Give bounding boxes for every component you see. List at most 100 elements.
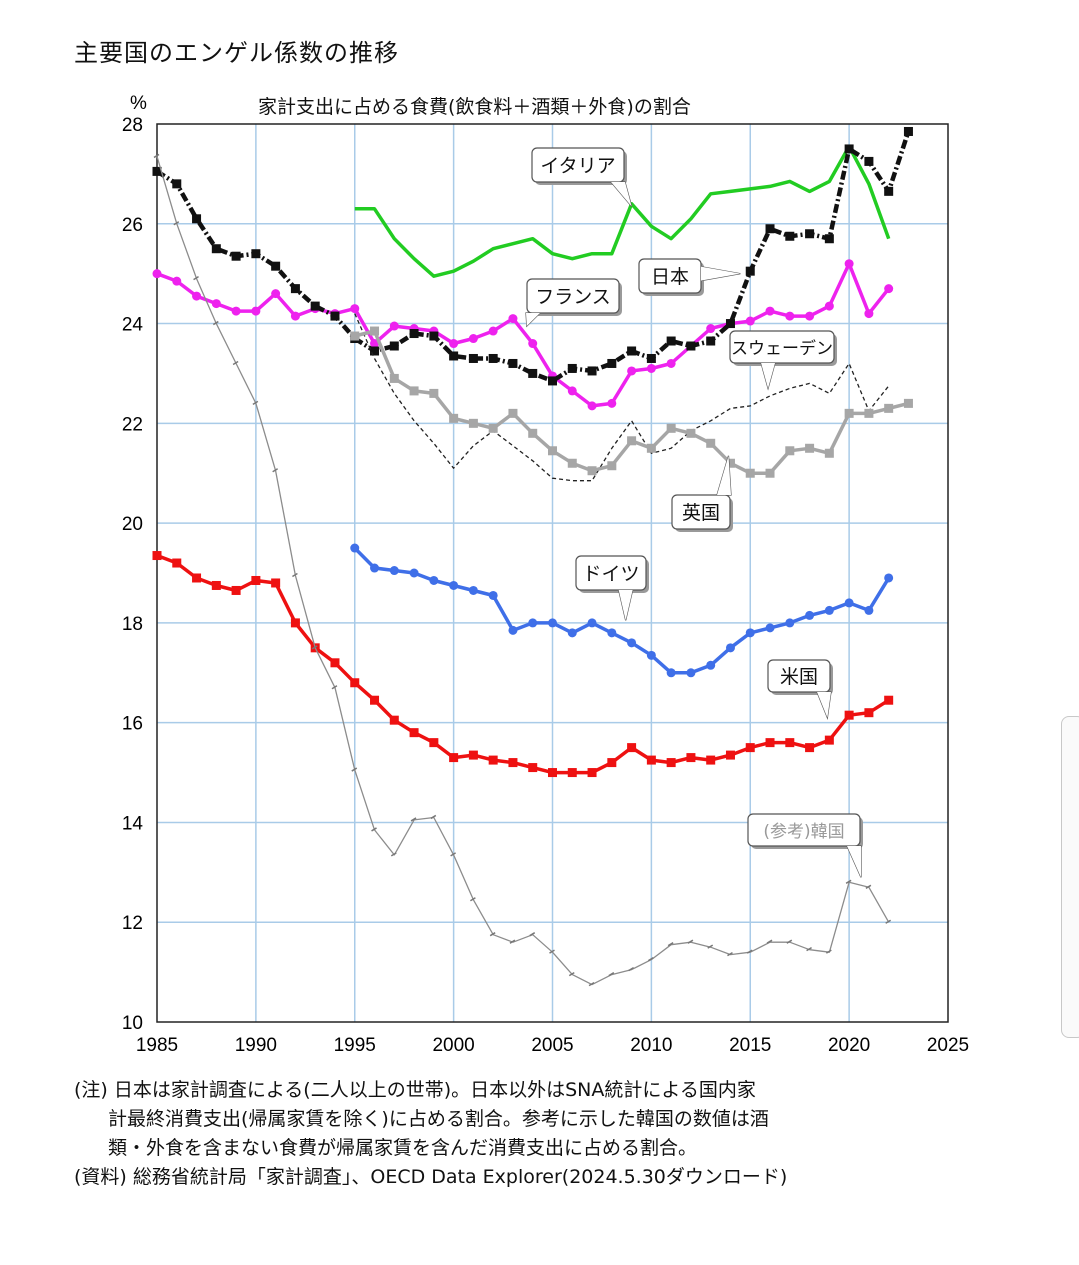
data-point	[686, 428, 696, 438]
data-point	[686, 753, 696, 763]
data-point	[330, 311, 340, 321]
data-point	[627, 366, 637, 376]
data-point	[824, 301, 834, 311]
callout-4: 英国	[671, 455, 733, 532]
data-point	[449, 351, 459, 361]
data-point	[647, 956, 654, 962]
data-point	[488, 590, 498, 600]
data-point	[173, 221, 180, 226]
callout-3: スウェーデン	[729, 330, 837, 391]
data-point	[666, 423, 676, 433]
x-tick-label: 2015	[729, 1035, 771, 1056]
engel-coefficient-chart: % 1985 1990 1995 2000 2005 2010 2015 2020 2025 10…	[122, 93, 969, 1056]
data-point	[251, 306, 261, 316]
data-point	[666, 358, 676, 368]
data-point	[745, 266, 755, 276]
scrollbar[interactable]	[1061, 716, 1079, 1038]
callout-box	[767, 659, 831, 693]
data-point	[449, 413, 459, 423]
data-point	[153, 153, 160, 159]
data-point	[607, 758, 617, 768]
data-point	[389, 715, 399, 725]
data-point	[409, 386, 419, 396]
data-point	[646, 353, 656, 363]
data-point	[884, 573, 894, 583]
data-point	[370, 563, 380, 573]
data-point	[468, 353, 478, 363]
data-point	[785, 311, 795, 321]
data-point	[587, 618, 597, 628]
data-point	[607, 461, 617, 471]
data-point	[706, 660, 716, 670]
data-point	[766, 939, 773, 944]
data-point	[785, 446, 795, 456]
data-point	[824, 605, 834, 615]
data-point	[765, 623, 775, 633]
data-point	[627, 743, 637, 753]
data-point	[844, 144, 854, 154]
data-point	[429, 738, 439, 748]
data-point	[627, 436, 637, 446]
data-point	[193, 276, 199, 281]
data-point	[824, 735, 834, 745]
data-point	[409, 728, 419, 738]
data-point	[765, 224, 775, 234]
footnote-line-2: 計最終消費支出(帰属家賃を除く)に占める割合。参考に示した韓国の数値は酒	[108, 1108, 769, 1130]
x-tick-label: 2020	[828, 1035, 870, 1056]
data-point	[231, 251, 241, 261]
data-point	[172, 179, 182, 189]
data-point	[864, 605, 874, 615]
data-point	[746, 949, 753, 954]
data-point	[468, 585, 478, 595]
data-point	[470, 897, 476, 902]
callout-box	[729, 330, 835, 364]
callout-box	[747, 813, 861, 847]
data-point	[488, 326, 498, 336]
data-point	[211, 580, 221, 590]
x-tick-label: 2025	[927, 1035, 969, 1056]
data-point	[646, 363, 656, 373]
data-point	[786, 939, 793, 944]
data-point	[608, 971, 615, 977]
series-1	[152, 259, 894, 411]
series-label: イタリア	[540, 155, 615, 177]
y-tick-label: 14	[122, 813, 144, 834]
y-tick-label: 22	[122, 414, 143, 435]
data-point	[271, 289, 281, 299]
data-point	[528, 339, 538, 349]
data-point	[311, 645, 318, 650]
data-point	[627, 638, 637, 648]
data-point	[410, 817, 417, 822]
data-point	[864, 309, 874, 319]
data-point	[865, 884, 872, 889]
x-tick-label: 2000	[432, 1035, 474, 1056]
y-tick-label: 28	[122, 115, 143, 136]
data-point	[745, 468, 755, 478]
series-2	[152, 126, 913, 386]
data-point	[588, 981, 595, 987]
data-point	[785, 231, 795, 241]
data-point	[707, 944, 714, 949]
data-point	[211, 244, 221, 254]
data-point	[251, 575, 261, 585]
data-point	[290, 311, 300, 321]
data-point	[587, 466, 597, 476]
data-point	[389, 321, 399, 331]
data-point	[212, 320, 219, 326]
data-point	[430, 814, 437, 820]
data-point	[727, 952, 733, 957]
data-point	[231, 585, 241, 595]
data-point	[528, 763, 538, 773]
y-tick-label: 10	[122, 1013, 143, 1034]
data-point	[805, 610, 815, 620]
y-tick-label: 26	[122, 215, 143, 236]
callout-box	[671, 494, 731, 530]
footnote-line-3: 類・外食を含まない食費が帰属家賃を含んだ消費支出に占める割合。	[108, 1137, 698, 1159]
callout-6: 米国	[767, 659, 833, 720]
data-point	[666, 668, 676, 678]
data-point	[528, 428, 538, 438]
data-point	[806, 947, 812, 952]
data-point	[449, 753, 459, 763]
data-point	[409, 568, 419, 578]
